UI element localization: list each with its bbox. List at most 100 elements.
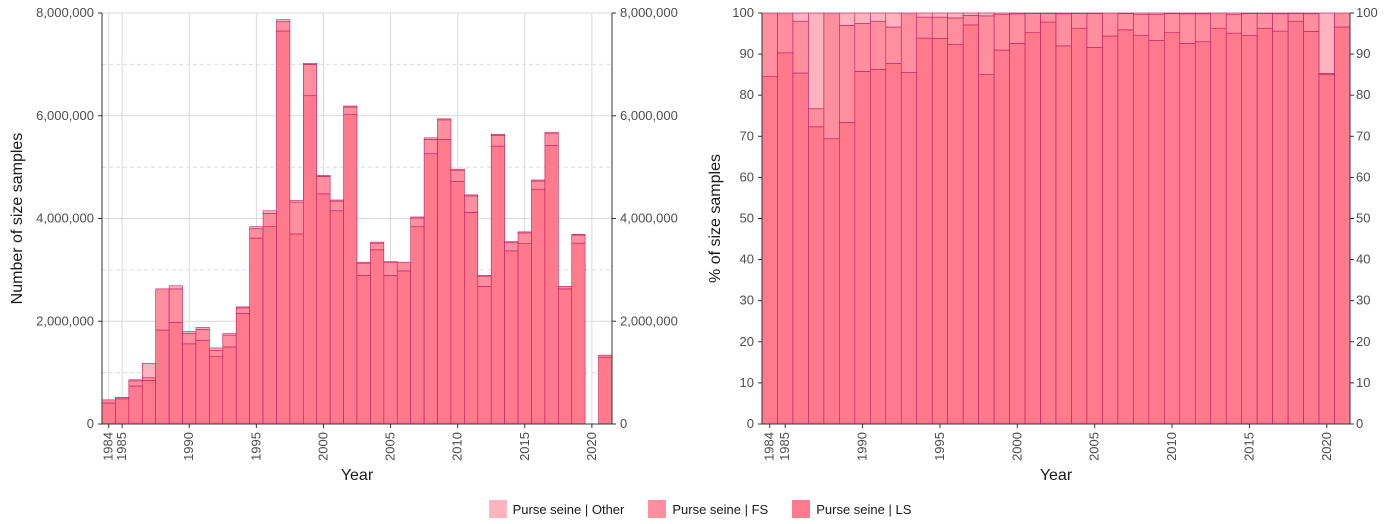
bar-segment	[777, 12, 794, 54]
bar-segment	[1225, 12, 1242, 15]
bar-segment	[222, 333, 237, 336]
y-tick-label-right: 50	[1356, 211, 1370, 226]
x-tick-label: 1990	[181, 432, 196, 461]
x-tick-label: 1985	[777, 432, 792, 461]
panel-1: 0 0 2,000,000 2,000,000 4,000,000 4,000,000 6,…	[9, 5, 678, 484]
bar-segment	[343, 105, 358, 108]
y-tick-label-right: 2,000,000	[620, 313, 678, 328]
bar-segment	[235, 313, 250, 425]
bar-segment	[437, 119, 452, 140]
bar-segment	[1210, 27, 1227, 425]
bar-segment	[356, 262, 371, 276]
bar-segment	[490, 133, 505, 136]
bar-segment	[916, 37, 933, 425]
y-tick-label: 10	[740, 375, 754, 390]
bar-segment	[410, 216, 425, 219]
bar-segment	[978, 74, 995, 425]
bar-segment	[1133, 12, 1150, 15]
bar-segment	[885, 63, 902, 425]
bar-segment	[1256, 28, 1273, 425]
y-tick-label-right: 8,000,000	[620, 5, 678, 20]
y-tick-label-right: 4,000,000	[620, 211, 678, 226]
bar-segment	[329, 200, 344, 212]
legend-swatch-fs	[648, 500, 667, 518]
bar-segment	[1334, 12, 1351, 28]
bar-segment	[978, 15, 995, 75]
bar-segment	[978, 12, 995, 17]
legend-item-other: Purse seine | Other	[488, 500, 625, 518]
bar-segment	[1024, 13, 1041, 34]
bar-segment	[289, 201, 304, 235]
bar-segment	[276, 21, 291, 32]
bar-segment	[115, 396, 130, 400]
legend-swatch-other	[488, 500, 507, 518]
bar-segment	[916, 16, 933, 39]
bar-segment	[808, 12, 825, 110]
x-tick-label: 1990	[855, 432, 870, 461]
bar-segment	[947, 12, 964, 19]
bar-segment	[1318, 74, 1335, 425]
bar-segment	[464, 194, 479, 197]
bar-segment	[504, 242, 519, 252]
bar-segment	[343, 106, 358, 115]
legend-item-ls: Purse seine | LS	[792, 500, 911, 518]
bar-segment	[343, 113, 358, 425]
bar-segment	[962, 24, 979, 425]
legend-label-other: Purse seine | Other	[512, 501, 625, 517]
bar-segment	[1194, 13, 1212, 43]
bar-segment	[370, 241, 385, 244]
bar-segment	[823, 138, 840, 425]
bar-segment	[839, 25, 856, 123]
x-axis-title: Year	[1040, 467, 1073, 484]
bar-segment	[962, 15, 979, 26]
bar-segment	[1102, 35, 1119, 425]
bar-segment	[504, 250, 519, 425]
y-tick-label: 70	[740, 128, 754, 143]
bar-segment	[854, 12, 871, 24]
bar-segment	[423, 139, 438, 155]
y-tick-label-right: 0	[620, 416, 627, 431]
bar-segment	[276, 19, 291, 23]
bar-segment	[571, 234, 586, 244]
legend-swatch-ls	[792, 500, 811, 518]
bar-segment	[410, 217, 425, 228]
bar-segment	[155, 329, 170, 425]
bar-segment	[517, 243, 532, 425]
x-tick-label: 2020	[1319, 432, 1334, 461]
bar-segment	[1272, 13, 1289, 32]
bar-segment	[168, 288, 183, 323]
bar-segment	[316, 193, 331, 425]
bar-segment	[182, 343, 197, 425]
bar-segment	[808, 108, 825, 128]
bar-segment	[1179, 13, 1196, 44]
bar-segment	[808, 126, 825, 425]
y-tick-label-right: 0	[1356, 416, 1363, 431]
y-tick-label: 6,000,000	[36, 108, 94, 123]
legend-label-fs: Purse seine | FS	[672, 501, 769, 517]
bar-segment	[396, 261, 411, 272]
bar-segment	[1009, 13, 1026, 44]
bar-segment	[276, 30, 291, 425]
bar-segment	[931, 38, 948, 425]
bar-segment	[329, 199, 344, 202]
y-axis-title: % of size samples	[707, 154, 724, 283]
y-tick-label: 90	[740, 46, 754, 61]
bar-segment	[155, 288, 170, 331]
y-tick-label: 100	[732, 5, 754, 20]
bar-segment	[370, 242, 385, 251]
bar-segment	[517, 231, 532, 234]
bar-segment	[383, 261, 398, 263]
y-tick-label-right: 20	[1356, 334, 1370, 349]
y-tick-label: 30	[740, 293, 754, 308]
y-tick-label: 80	[740, 87, 754, 102]
bar-segment	[792, 20, 809, 74]
bar-segment	[262, 210, 277, 214]
bar-segment	[128, 380, 143, 387]
bar-segment	[900, 72, 918, 425]
bar-segment	[1303, 12, 1320, 15]
bar-segment	[1024, 32, 1041, 425]
y-tick-label: 8,000,000	[36, 5, 94, 20]
bar-segment	[993, 13, 1010, 51]
bar-segment	[1334, 26, 1351, 425]
bar-segment	[1148, 40, 1165, 425]
